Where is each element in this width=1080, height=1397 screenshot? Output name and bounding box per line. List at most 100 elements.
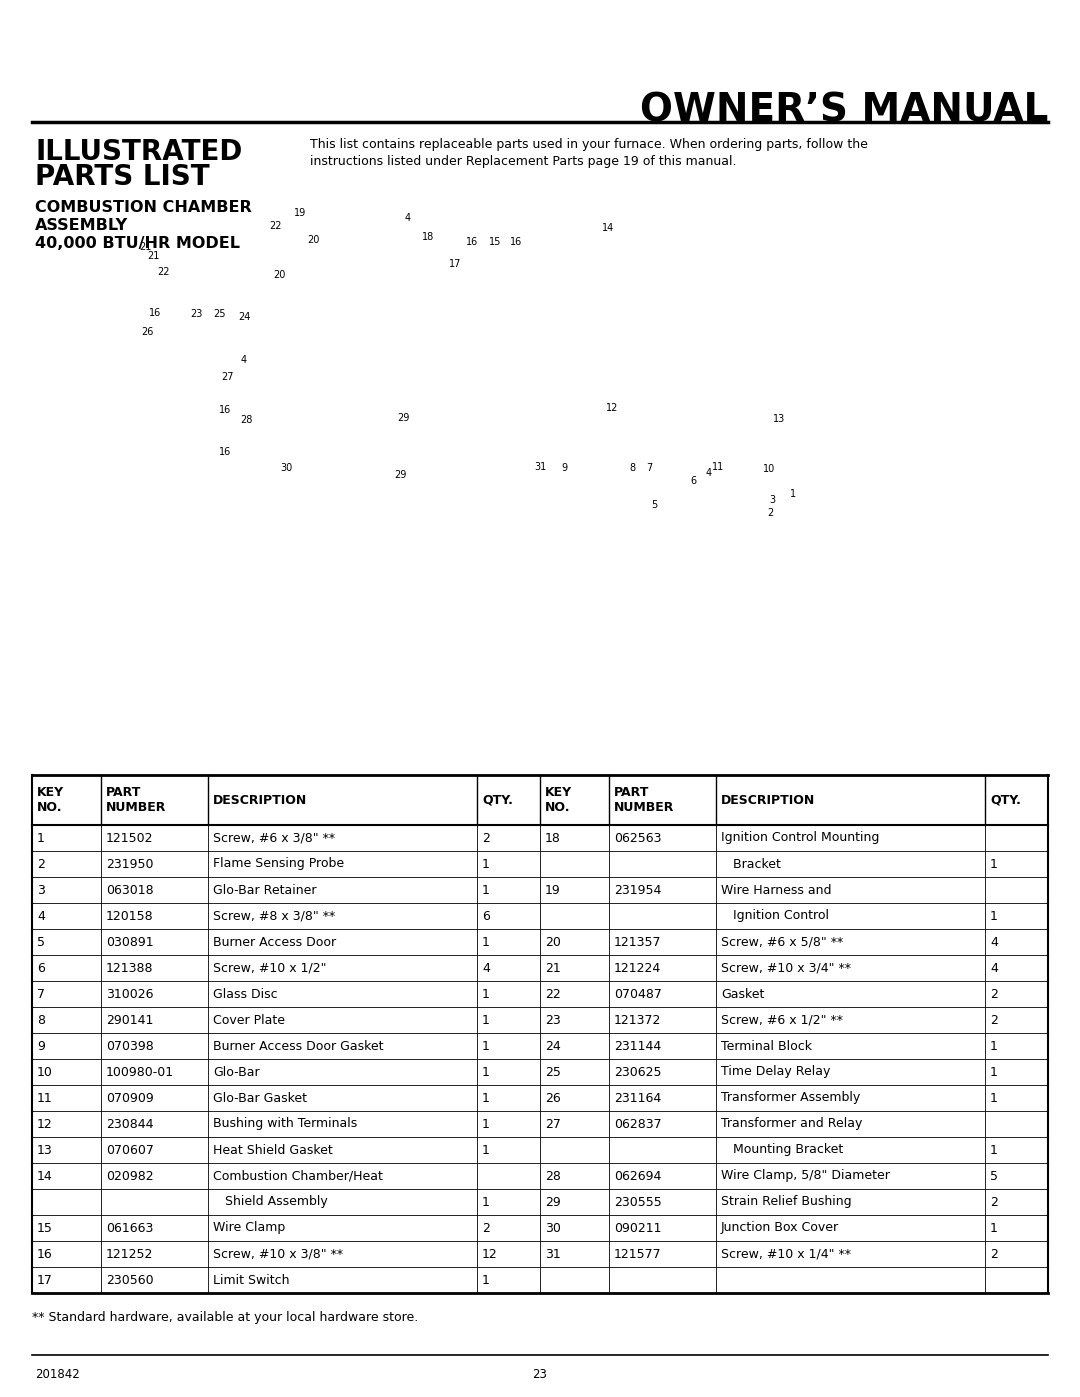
- Text: 230555: 230555: [615, 1196, 662, 1208]
- Text: 17: 17: [37, 1274, 53, 1287]
- Text: KEY
NO.: KEY NO.: [37, 787, 64, 814]
- Text: Heat Shield Gasket: Heat Shield Gasket: [213, 1144, 333, 1157]
- Text: 2: 2: [482, 831, 490, 845]
- Text: 14: 14: [37, 1169, 53, 1182]
- Text: 9: 9: [561, 462, 567, 474]
- Text: Combustion Chamber/Heat: Combustion Chamber/Heat: [213, 1169, 382, 1182]
- Text: 1: 1: [482, 1013, 490, 1027]
- Text: 8: 8: [629, 462, 635, 474]
- Text: 10: 10: [37, 1066, 53, 1078]
- Text: 13: 13: [773, 414, 785, 425]
- Text: Mounting Bracket: Mounting Bracket: [720, 1144, 843, 1157]
- Text: 6: 6: [690, 476, 697, 486]
- Text: 1: 1: [482, 1091, 490, 1105]
- Text: 7: 7: [37, 988, 45, 1000]
- Text: 061663: 061663: [106, 1221, 153, 1235]
- Text: 27: 27: [545, 1118, 561, 1130]
- Text: 2: 2: [990, 1013, 998, 1027]
- Text: Wire Clamp, 5/8" Diameter: Wire Clamp, 5/8" Diameter: [720, 1169, 890, 1182]
- Text: 1: 1: [482, 1274, 490, 1287]
- Text: 21: 21: [139, 242, 151, 251]
- Text: 2: 2: [990, 1248, 998, 1260]
- Text: OWNER’S MANUAL: OWNER’S MANUAL: [639, 92, 1048, 130]
- Text: 18: 18: [545, 831, 561, 845]
- Text: 25: 25: [545, 1066, 561, 1078]
- Text: 12: 12: [482, 1248, 498, 1260]
- Text: 6: 6: [37, 961, 45, 975]
- Text: 3: 3: [37, 883, 45, 897]
- Text: 23: 23: [532, 1368, 548, 1382]
- Text: 1: 1: [482, 1144, 490, 1157]
- Text: 1: 1: [990, 909, 998, 922]
- Text: Terminal Block: Terminal Block: [720, 1039, 812, 1052]
- Text: ASSEMBLY: ASSEMBLY: [35, 218, 129, 233]
- Text: 290141: 290141: [106, 1013, 153, 1027]
- Text: instructions listed under Replacement Parts page 19 of this manual.: instructions listed under Replacement Pa…: [310, 155, 737, 168]
- Text: Flame Sensing Probe: Flame Sensing Probe: [213, 858, 343, 870]
- Text: 030891: 030891: [106, 936, 153, 949]
- Text: 11: 11: [712, 462, 724, 472]
- Text: Screw, #8 x 3/8" **: Screw, #8 x 3/8" **: [213, 909, 335, 922]
- Text: 29: 29: [396, 414, 409, 423]
- Text: 13: 13: [37, 1144, 53, 1157]
- Text: 2: 2: [990, 988, 998, 1000]
- Text: 231950: 231950: [106, 858, 153, 870]
- Text: 11: 11: [37, 1091, 53, 1105]
- Text: DESCRIPTION: DESCRIPTION: [213, 793, 307, 806]
- Text: 1: 1: [990, 1039, 998, 1052]
- Text: 18: 18: [422, 232, 434, 242]
- Text: 2: 2: [482, 1221, 490, 1235]
- Text: Transformer Assembly: Transformer Assembly: [720, 1091, 860, 1105]
- Text: 26: 26: [545, 1091, 561, 1105]
- Text: Transformer and Relay: Transformer and Relay: [720, 1118, 862, 1130]
- Text: 100980-01: 100980-01: [106, 1066, 174, 1078]
- Text: 1: 1: [482, 883, 490, 897]
- Text: 3: 3: [769, 495, 775, 504]
- Text: 062837: 062837: [615, 1118, 662, 1130]
- Text: 15: 15: [37, 1221, 53, 1235]
- Text: 201842: 201842: [35, 1368, 80, 1382]
- Text: 5: 5: [990, 1169, 998, 1182]
- Text: 16: 16: [219, 405, 231, 415]
- Text: 2: 2: [767, 509, 773, 518]
- Text: 8: 8: [37, 1013, 45, 1027]
- Text: 1: 1: [482, 858, 490, 870]
- Text: Gasket: Gasket: [720, 988, 765, 1000]
- Text: 1: 1: [990, 858, 998, 870]
- Text: 2: 2: [37, 858, 45, 870]
- Text: 063018: 063018: [106, 883, 153, 897]
- Text: 22: 22: [158, 267, 171, 277]
- Text: 23: 23: [545, 1013, 561, 1027]
- Text: 30: 30: [545, 1221, 561, 1235]
- Text: Burner Access Door: Burner Access Door: [213, 936, 336, 949]
- Text: 4: 4: [482, 961, 490, 975]
- Text: 1: 1: [990, 1221, 998, 1235]
- Text: 4: 4: [706, 468, 712, 478]
- Text: PART
NUMBER: PART NUMBER: [106, 787, 166, 814]
- Text: 5: 5: [37, 936, 45, 949]
- Text: 23: 23: [190, 309, 202, 319]
- Text: 40,000 BTU/HR MODEL: 40,000 BTU/HR MODEL: [35, 236, 240, 251]
- Text: 28: 28: [545, 1169, 561, 1182]
- Text: 4: 4: [37, 909, 45, 922]
- Text: 10: 10: [762, 464, 775, 474]
- Text: 16: 16: [510, 237, 522, 247]
- Text: 20: 20: [273, 270, 285, 279]
- Text: Limit Switch: Limit Switch: [213, 1274, 289, 1287]
- Text: Screw, #10 x 1/2": Screw, #10 x 1/2": [213, 961, 326, 975]
- Text: Screw, #10 x 1/4" **: Screw, #10 x 1/4" **: [720, 1248, 851, 1260]
- Text: 26: 26: [140, 327, 153, 337]
- Text: 121577: 121577: [615, 1248, 662, 1260]
- Text: This list contains replaceable parts used in your furnace. When ordering parts, : This list contains replaceable parts use…: [310, 138, 868, 151]
- Text: 25: 25: [214, 309, 226, 319]
- Text: 4: 4: [990, 936, 998, 949]
- Text: 070909: 070909: [106, 1091, 153, 1105]
- Text: 310026: 310026: [106, 988, 153, 1000]
- Text: 5: 5: [651, 500, 657, 510]
- Text: 31: 31: [534, 462, 546, 472]
- Text: Bracket: Bracket: [720, 858, 781, 870]
- Text: 24: 24: [238, 312, 251, 321]
- Text: 12: 12: [37, 1118, 53, 1130]
- Text: Shield Assembly: Shield Assembly: [213, 1196, 327, 1208]
- Text: QTY.: QTY.: [482, 793, 513, 806]
